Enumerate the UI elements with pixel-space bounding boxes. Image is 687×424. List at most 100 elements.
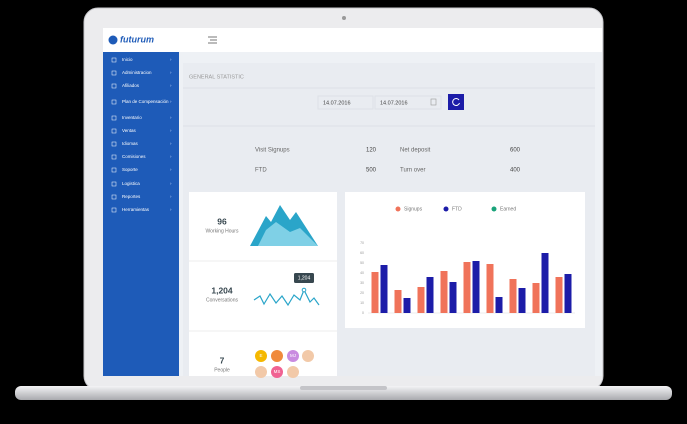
sparkline-point [301,287,307,293]
bar [394,290,402,313]
bar [426,277,434,313]
menu-arrow: › [170,115,172,120]
menu-arrow: › [170,128,172,133]
avatar-initials: MS [274,369,281,374]
y-tick-label: 60 [360,251,364,255]
menu-arrow: › [170,83,172,88]
card-label: Conversations [206,297,238,303]
menu-icon [111,167,117,173]
menu-item[interactable]: Administracion [122,70,152,75]
bar [486,264,494,313]
stat-label: Net deposit [400,148,431,154]
menu-icon [111,207,117,213]
bar [371,272,379,313]
menu-item[interactable]: Idiomas [122,141,139,146]
menu-arrow: › [170,57,172,62]
stat-label: FTD [255,168,267,174]
menu-item[interactable]: Soporte [122,167,138,172]
cards [189,192,337,376]
notch [300,386,387,390]
bar [403,298,411,313]
menu-arrow: › [170,181,172,186]
stat-value: 400 [510,168,521,174]
menu-arrow: › [170,207,172,212]
avatar [255,350,267,362]
menu-toggle[interactable] [208,36,217,44]
stat-value: 120 [366,148,377,154]
menu-icon [111,128,117,134]
menu-item[interactable]: Afiliados [122,83,140,88]
y-tick-label: 10 [360,301,364,305]
menu-arrow: › [170,141,172,146]
menu-arrow: › [170,154,172,159]
card-value: 96 [217,216,227,226]
menu-icon [111,83,117,89]
menu-icon [111,141,117,147]
menu-item[interactable]: Comisiones [122,154,146,159]
logo: futurum [120,34,154,44]
y-tick-label: 40 [360,271,364,275]
menu-arrow: › [170,99,172,104]
bar [518,288,526,313]
avatar [302,350,314,362]
bar [380,265,388,313]
card-value: 1,204 [211,285,233,295]
bar [463,262,471,313]
menu-item[interactable]: Ventas [122,128,137,133]
menu-item[interactable]: Reportes [122,194,141,199]
avatar [287,350,299,362]
bar [555,277,563,313]
date-to: 14.07.2016 [380,100,408,106]
menu-arrow: › [170,70,172,75]
card-label: Working Hours [206,228,239,234]
avatar [287,366,299,378]
bar [532,283,540,313]
menu-arrow: › [170,167,172,172]
menu-item[interactable]: Logistica [122,181,140,186]
calendar-icon[interactable] [430,98,437,106]
menu-icon [111,115,117,121]
menu-item[interactable]: Plan de Compensación [122,99,169,104]
refresh-icon [452,98,460,107]
top-bar [103,28,602,52]
y-tick-label: 20 [360,291,364,295]
date-to-input[interactable] [374,95,442,110]
legend-marker [443,206,449,212]
menu-icon [111,181,117,187]
menu-icon [111,70,117,76]
stat-label: Turn over [400,168,425,174]
menu-arrow: › [170,194,172,199]
menu-item[interactable]: Inventario [122,115,142,120]
menu-icon [111,57,117,63]
y-tick-label: 50 [360,261,364,265]
menu-item[interactable]: Herramientas [122,207,150,212]
menu-item[interactable]: Inicio [122,57,133,62]
camera [342,16,346,20]
tooltip [294,273,314,283]
card-label: People [214,367,230,373]
stat-value: 500 [366,168,377,174]
menu-icon [111,99,117,105]
bar [541,253,549,313]
stat-label: Visit Signups [255,148,290,154]
avatar [271,366,283,378]
avatar [271,350,283,362]
bar [417,287,425,313]
refresh-button[interactable] [448,94,464,110]
bar [449,282,457,313]
menu-icon [111,194,117,200]
sidebar [103,52,179,376]
y-tick-label: 0 [362,311,364,315]
date-from-input[interactable] [317,95,374,110]
card-value: 7 [220,355,225,365]
legend-label: FTD [452,206,462,212]
tooltip-text: 1,204 [298,275,311,281]
y-tick-label: 70 [360,241,364,245]
avatar [255,366,267,378]
date-from: 14.07.2016 [323,100,351,106]
avatar-initials: MJ [290,353,296,358]
avatar-initials: E [259,353,262,358]
bar [564,274,572,313]
bar [440,271,448,313]
sparkline [253,288,320,307]
